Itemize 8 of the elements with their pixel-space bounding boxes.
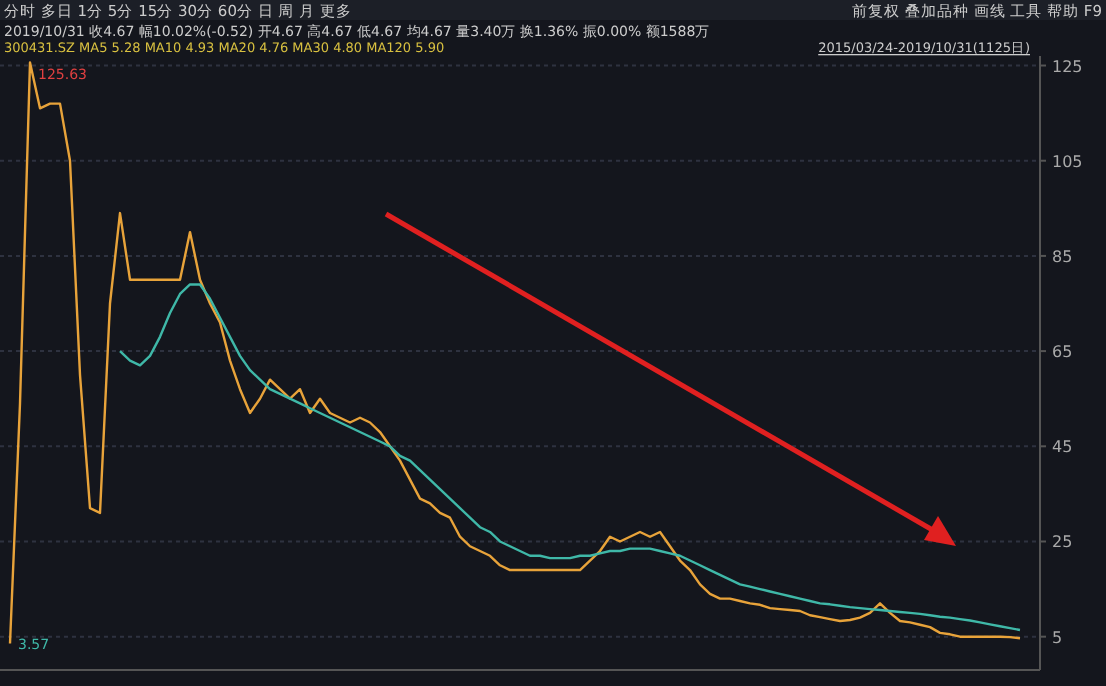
line-series [118, 283, 1022, 632]
y-tick-label: 5 [1052, 628, 1063, 647]
y-tick-label: 85 [1052, 247, 1073, 266]
y-tick-label: 125 [1052, 57, 1083, 76]
y-tick-label: 25 [1052, 533, 1073, 552]
y-tick-label: 105 [1052, 152, 1083, 171]
y-tick-label: 45 [1052, 438, 1073, 457]
y-tick-label: 65 [1052, 343, 1073, 362]
